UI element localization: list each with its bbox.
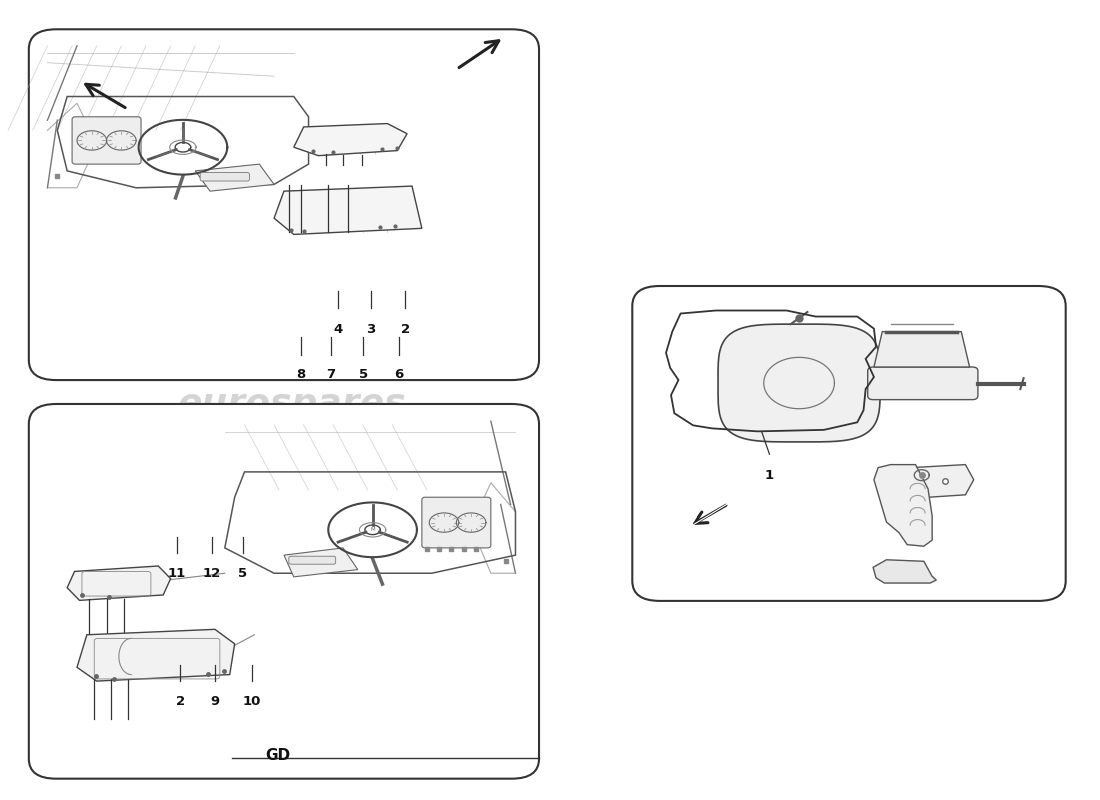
- Polygon shape: [908, 465, 974, 498]
- Text: 7: 7: [326, 368, 336, 381]
- FancyBboxPatch shape: [868, 367, 978, 400]
- Text: GD: GD: [265, 748, 290, 763]
- Text: 9: 9: [211, 695, 220, 708]
- Text: 3: 3: [366, 322, 376, 336]
- Polygon shape: [77, 630, 234, 681]
- Polygon shape: [195, 164, 274, 191]
- Text: eurospares: eurospares: [178, 387, 407, 421]
- Text: 1: 1: [764, 470, 774, 482]
- Text: 6: 6: [394, 368, 404, 381]
- Text: 4: 4: [333, 322, 343, 336]
- Polygon shape: [294, 123, 407, 156]
- FancyBboxPatch shape: [422, 498, 491, 548]
- Text: M: M: [371, 527, 375, 532]
- FancyBboxPatch shape: [289, 556, 336, 564]
- Polygon shape: [284, 548, 358, 577]
- Text: 10: 10: [242, 695, 261, 708]
- Text: 5: 5: [239, 567, 248, 581]
- Text: eurospares: eurospares: [720, 387, 949, 421]
- Polygon shape: [873, 465, 932, 546]
- Polygon shape: [873, 560, 936, 583]
- Polygon shape: [67, 566, 170, 600]
- Polygon shape: [718, 324, 880, 442]
- FancyBboxPatch shape: [200, 173, 250, 181]
- FancyBboxPatch shape: [29, 404, 539, 778]
- Text: 8: 8: [296, 368, 306, 381]
- FancyBboxPatch shape: [632, 286, 1066, 601]
- Text: 11: 11: [168, 567, 186, 581]
- Polygon shape: [274, 186, 422, 234]
- Text: 2: 2: [400, 322, 409, 336]
- Text: 5: 5: [359, 368, 369, 381]
- FancyBboxPatch shape: [73, 117, 141, 164]
- Text: 2: 2: [176, 695, 185, 708]
- Text: 12: 12: [202, 567, 221, 581]
- Polygon shape: [873, 332, 969, 367]
- FancyBboxPatch shape: [29, 30, 539, 380]
